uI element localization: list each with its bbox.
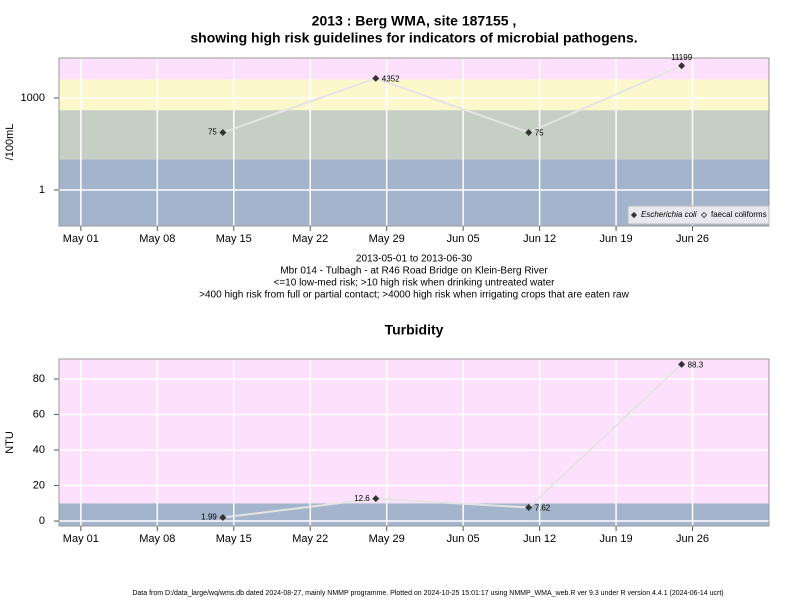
data-label: 4352 xyxy=(382,74,400,83)
y-tick-label: 1000 xyxy=(21,92,45,104)
risk-band xyxy=(59,503,769,526)
x-tick-label: Jun 12 xyxy=(523,233,556,245)
footer: Data from D:/data_large/wq/wms.db dated … xyxy=(132,590,723,597)
y-tick-label: 80 xyxy=(33,373,45,385)
data-point xyxy=(219,128,227,136)
data-label: 7.62 xyxy=(535,504,551,513)
x-tick-label: Jun 26 xyxy=(676,533,709,545)
plot-frame xyxy=(58,358,770,527)
data-line xyxy=(222,363,683,519)
caption: Mbr 014 - Tulbagh - at R46 Road Bridge o… xyxy=(280,266,548,277)
risk-band xyxy=(59,110,769,160)
x-tick-label: May 08 xyxy=(139,233,175,245)
x-tick-label: May 01 xyxy=(63,533,99,545)
caption: >400 high risk from full or partial cont… xyxy=(199,290,629,301)
x-tick-label: Jun 05 xyxy=(447,533,480,545)
x-tick-label: May 08 xyxy=(139,533,175,545)
data-point xyxy=(678,62,686,70)
plot-frame xyxy=(58,57,770,227)
data-point xyxy=(219,513,227,521)
legend-marker xyxy=(630,211,638,219)
y-tick-label: 60 xyxy=(33,408,45,420)
data-label: 1.99 xyxy=(201,513,217,522)
chart-title: 2013 : Berg WMA, site 187155 , xyxy=(312,13,517,29)
x-tick-label: May 22 xyxy=(292,233,328,245)
x-tick-label: May 29 xyxy=(369,533,405,545)
y-tick-label: 20 xyxy=(33,479,45,491)
x-tick-label: May 15 xyxy=(216,233,252,245)
x-tick-label: Jun 19 xyxy=(600,533,633,545)
x-tick-label: Jun 26 xyxy=(676,233,709,245)
y-axis-label: NTU xyxy=(4,431,16,454)
data-label: 88.3 xyxy=(688,360,704,369)
y-axis-label: /100mL xyxy=(4,124,16,161)
legend-label: faecal coliforms xyxy=(711,210,767,219)
x-tick-label: May 01 xyxy=(63,233,99,245)
y-tick-label: 1 xyxy=(39,184,45,196)
data-point xyxy=(525,128,533,136)
x-tick-label: Jun 12 xyxy=(523,533,556,545)
legend-box xyxy=(627,205,770,225)
data-point xyxy=(678,360,686,368)
caption: 2013-05-01 to 2013-06-30 xyxy=(356,254,473,265)
x-tick-label: May 22 xyxy=(292,533,328,545)
data-label: 75 xyxy=(535,129,544,138)
chart-title: Turbidity xyxy=(385,322,444,338)
risk-band xyxy=(59,79,769,111)
x-tick-label: May 29 xyxy=(369,233,405,245)
data-label: 75 xyxy=(208,128,217,137)
x-tick-label: Jun 05 xyxy=(447,233,480,245)
legend-marker xyxy=(700,211,708,219)
y-tick-label: 0 xyxy=(39,515,45,527)
data-point xyxy=(525,504,533,512)
x-tick-label: Jun 19 xyxy=(600,233,633,245)
legend: Escherichia coli faecal coliforms xyxy=(627,205,770,225)
chart-title: showing high risk guidelines for indicat… xyxy=(190,30,637,46)
data-label: 12.6 xyxy=(354,494,370,503)
x-tick-label: May 15 xyxy=(216,533,252,545)
data-point xyxy=(372,495,380,503)
caption: <=10 low-med risk; >10 high risk when dr… xyxy=(274,278,556,289)
y-tick-label: 40 xyxy=(33,444,45,456)
data-label: 11199 xyxy=(671,53,693,62)
legend-label: Escherichia coli xyxy=(641,210,697,219)
risk-band xyxy=(59,359,769,504)
data-line xyxy=(222,64,683,134)
data-point xyxy=(372,74,380,82)
risk-band xyxy=(59,58,769,80)
